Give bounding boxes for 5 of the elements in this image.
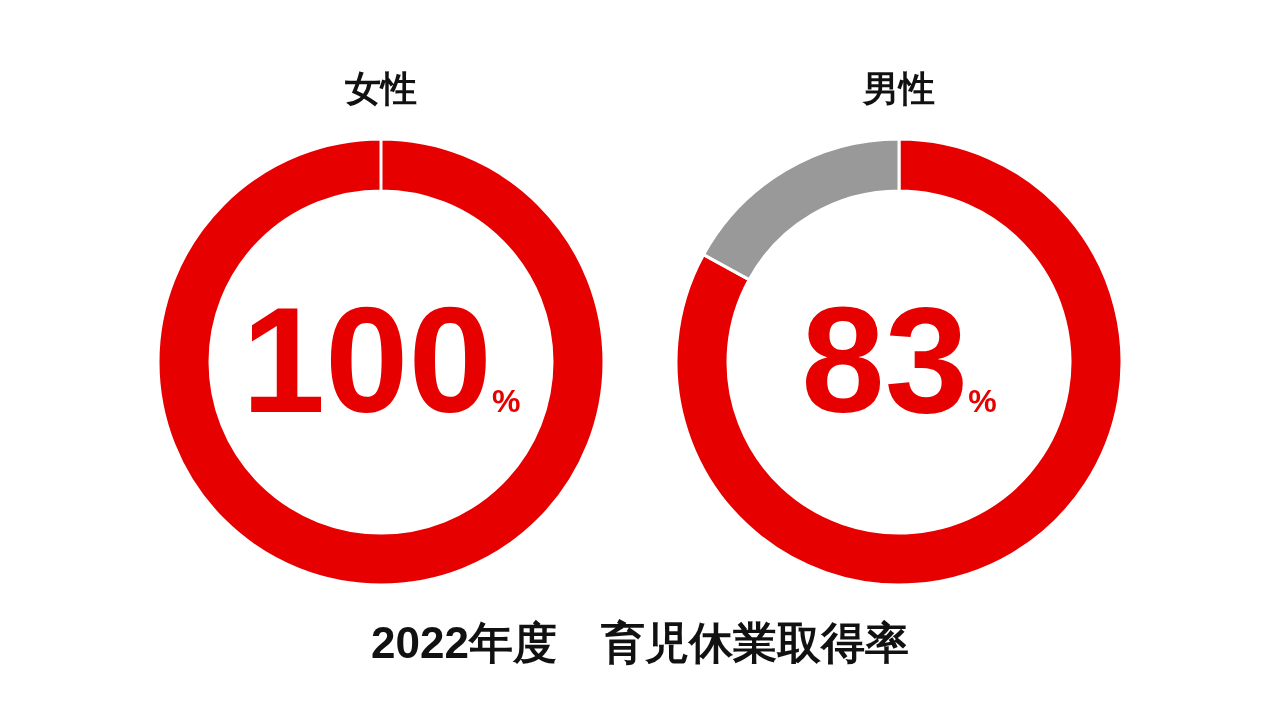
data-label: 100% bbox=[241, 276, 521, 444]
data-label: 83% bbox=[801, 276, 997, 444]
text: 2022年度 育児休業取得率 bbox=[371, 618, 909, 667]
chart-title: 女性 bbox=[345, 68, 417, 109]
chart-title: 男性 bbox=[862, 68, 935, 109]
